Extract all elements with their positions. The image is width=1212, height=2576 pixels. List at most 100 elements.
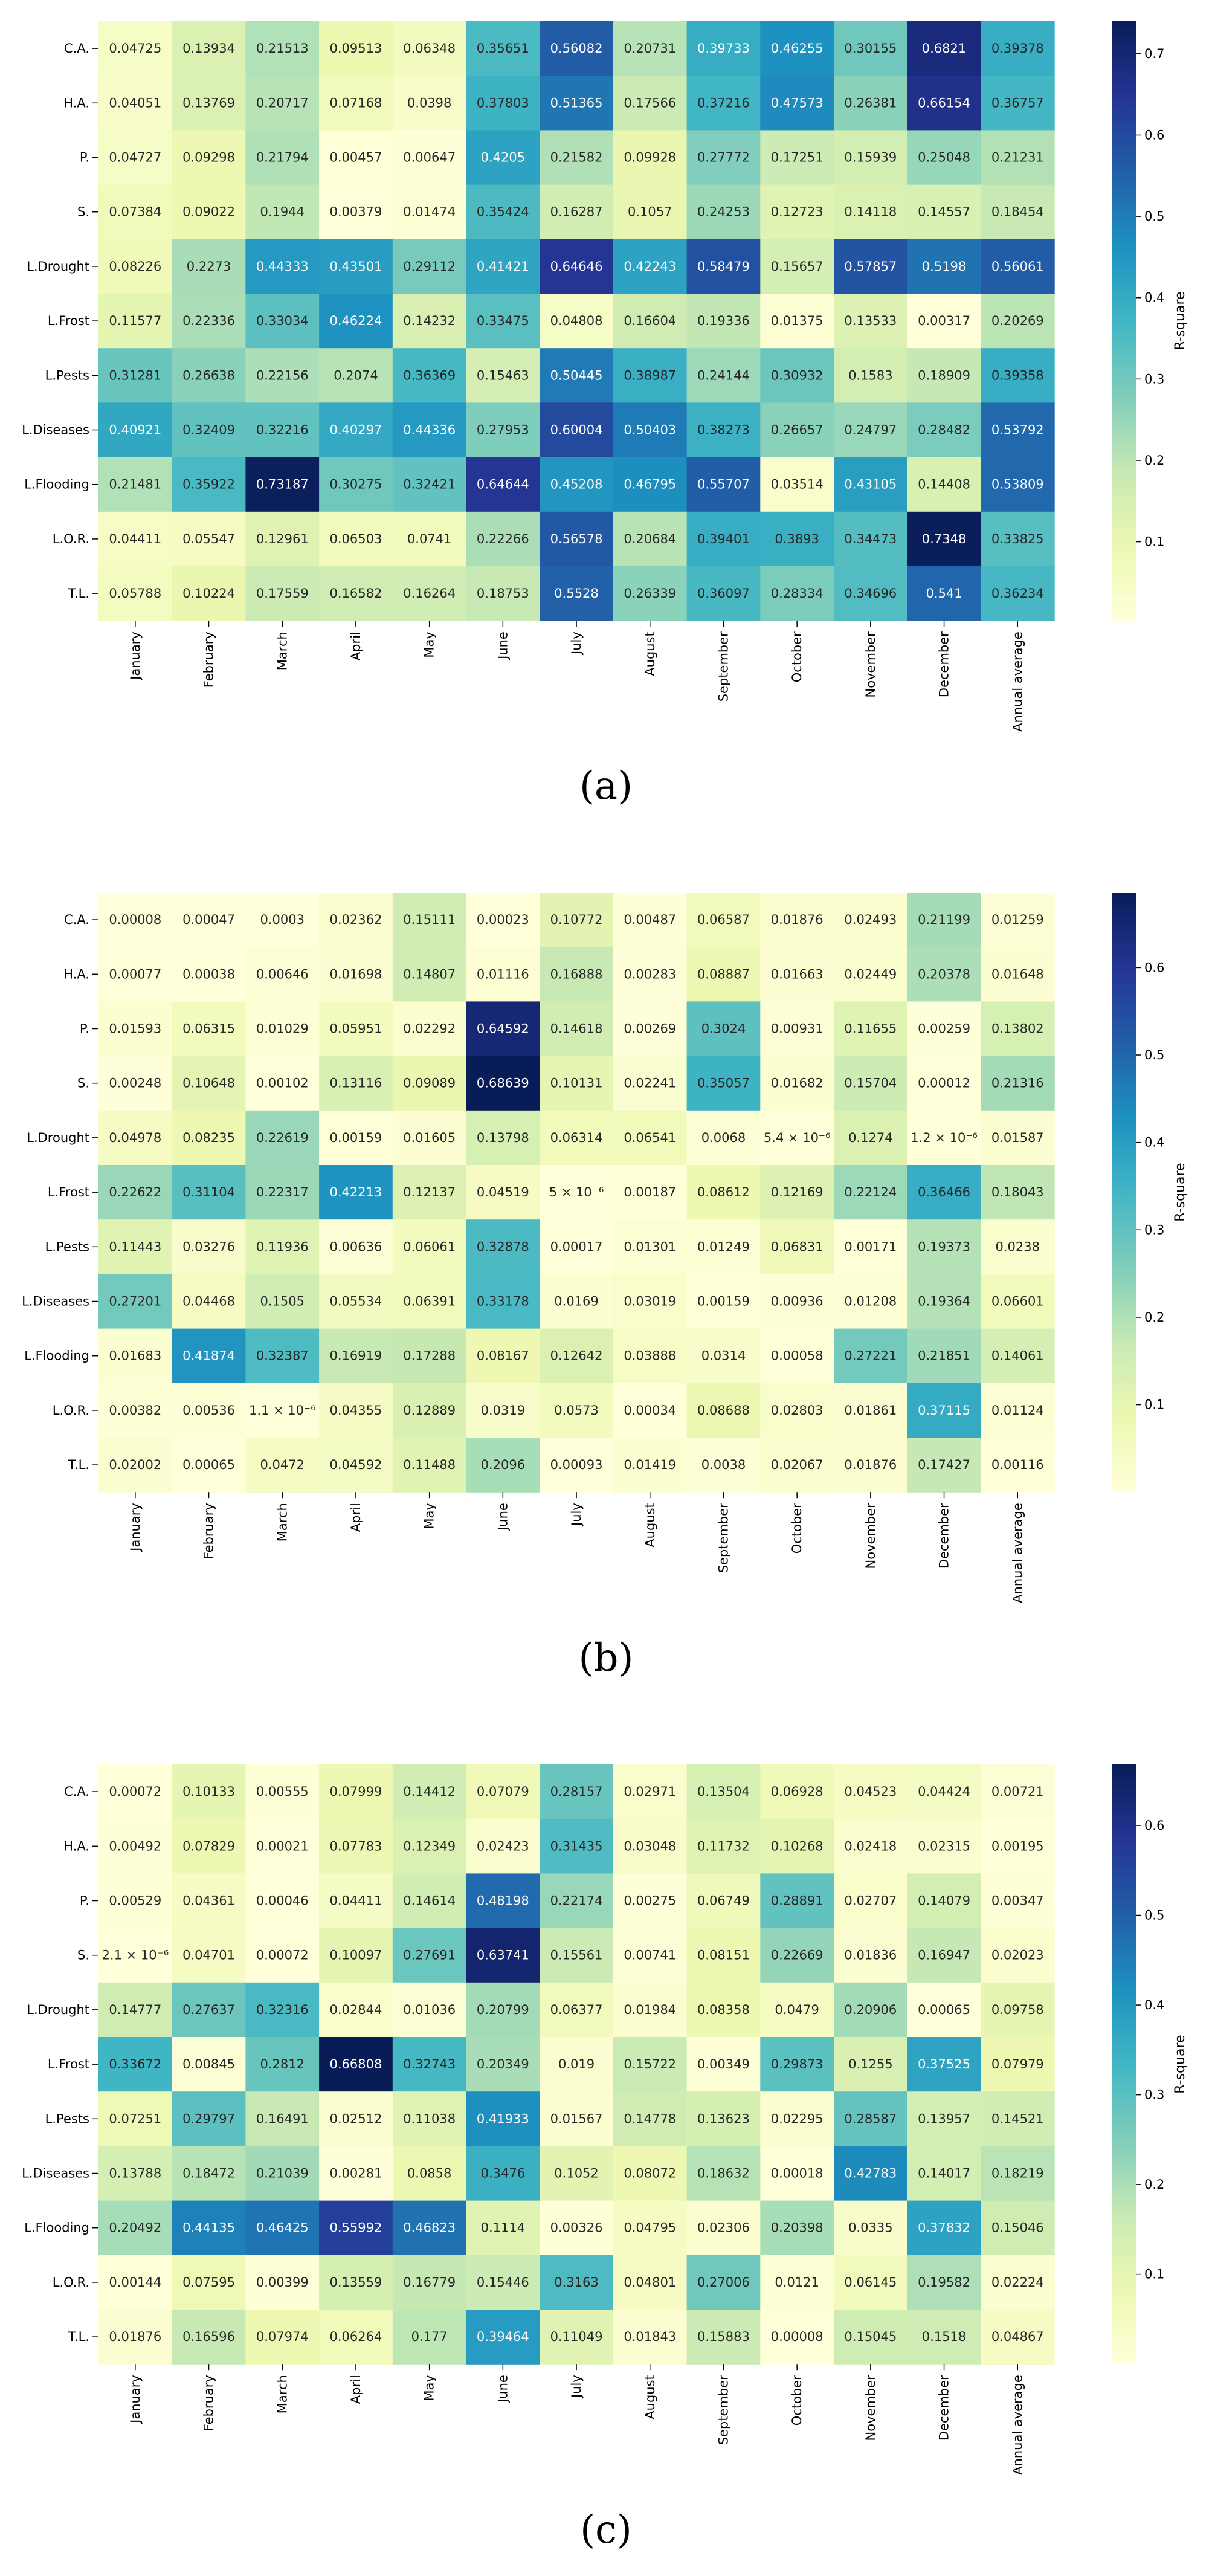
cell-value-label: 0.00159 [330,1131,382,1145]
cell-value-label: 0.21199 [918,912,970,927]
cell-value-label: 0.04795 [624,2221,676,2235]
cell-value-label: 0.06315 [182,1022,235,1036]
cell-value-label: 0.09022 [182,205,235,219]
cell-value-label: 0.00072 [109,1784,161,1799]
cell-value-label: 0.06541 [624,1131,676,1145]
heatmap-cell [760,1438,834,1493]
heatmap-cell [540,1165,614,1220]
y-tick-label: T.L. [68,1457,89,1472]
heatmap-cell [907,2091,981,2146]
cell-value-label: 0.04801 [624,2275,676,2290]
cell-value-label: 0.03019 [624,1294,676,1309]
cell-value-label: 0.26638 [182,368,235,383]
x-tick-label: September [716,631,730,702]
y-tick-label: L.Drought [27,2003,89,2017]
cell-value-label: 0.36757 [991,95,1044,110]
colorbar-tick-label: 0.7 [1144,47,1164,61]
heatmap-cell [98,511,173,567]
heatmap-cell [98,2310,173,2365]
heatmap-cell [319,1219,393,1274]
cell-value-label: 0.21794 [256,150,309,165]
heatmap-cell [172,1383,246,1438]
heatmap-cell [760,1383,834,1438]
cell-value-label: 0.32421 [403,477,456,492]
cell-value-label: 0.15657 [771,259,824,274]
heatmap-cell [686,1819,761,1874]
cell-value-label: 0.20378 [918,967,970,981]
heatmap-cell [686,1764,761,1819]
heatmap-cell [98,239,173,294]
heatmap-cell [466,1982,540,2038]
heatmap-cell [760,348,834,403]
cell-value-label: 5.4 × 10⁻⁶ [764,1131,831,1145]
cell-value-label: 0.01683 [109,1349,161,1363]
cell-value-label: 0.15463 [477,368,529,383]
heatmap-cell [98,348,173,403]
cell-value-label: 0.18472 [182,2166,235,2181]
heatmap-cell [760,511,834,567]
heatmap-cell [540,2146,614,2201]
cell-value-label: 0.13957 [918,2111,970,2126]
heatmap-cell [245,1274,320,1329]
cell-value-label: 0.17427 [918,1457,970,1472]
x-tick-label: April [349,631,363,660]
heatmap-cell [834,2091,908,2146]
cell-value-label: 0.18632 [697,2166,750,2181]
heatmap-cell [981,1383,1055,1438]
cell-value-label: 0.13623 [697,2111,750,2126]
y-tick-label: L.Frost [48,314,89,328]
heatmap-cell [319,1819,393,1874]
heatmap-cell [540,184,614,240]
cell-value-label: 0.11038 [403,2111,456,2126]
heatmap-cell [172,130,246,186]
heatmap-cell [172,348,246,403]
x-tick-label: October [790,2375,804,2426]
heatmap-cell [834,21,908,76]
cell-value-label: 0.00116 [991,1457,1044,1472]
cell-value-label: 0.15045 [844,2329,897,2344]
cell-value-label: 0.00326 [550,2221,603,2235]
heatmap-cell [760,1764,834,1819]
heatmap-cell [834,1928,908,1983]
cell-value-label: 0.20717 [256,95,309,110]
cell-value-label: 0.34696 [844,586,897,601]
heatmap-cell [760,2310,834,2365]
cell-value-label: 0.02493 [844,912,897,927]
cell-value-label: 0.16287 [550,205,603,219]
cell-value-label: 0.0858 [407,2166,451,2181]
heatmap-cell [686,2091,761,2146]
cell-value-label: 0.18753 [477,586,529,601]
heatmap-cell [540,1819,614,1874]
cell-value-label: 0.13802 [991,1022,1044,1036]
heatmap-cell [540,511,614,567]
heatmap-cell [540,457,614,512]
cell-value-label: 0.00347 [991,1894,1044,1908]
heatmap-cell [613,1328,688,1384]
cell-value-label: 0.55707 [697,477,750,492]
cell-value-label: 0.1944 [260,205,305,219]
heatmap-cell [98,1328,173,1384]
heatmap-cell [834,1982,908,2038]
heatmap-cell [98,947,173,1002]
cell-value-label: 0.16604 [624,314,676,328]
heatmap-cell [540,1873,614,1929]
cell-value-label: 0.12137 [403,1185,456,1199]
cell-value-label: 0.0335 [848,2221,892,2235]
cell-value-label: 0.00269 [624,1022,676,1036]
cell-value-label: 0.28157 [550,1784,603,1799]
cell-value-label: 0.28587 [844,2111,897,2126]
cell-value-label: 0.27953 [477,423,529,437]
heatmap-cell [245,76,320,131]
cell-value-label: 0.04468 [182,1294,235,1309]
cell-value-label: 0.32409 [182,423,235,437]
heatmap-cell [686,2255,761,2310]
heatmap-cell [245,893,320,947]
cell-value-label: 0.56061 [991,259,1044,274]
heatmap-cell [760,566,834,621]
cell-value-label: 0.36466 [918,1185,970,1199]
y-tick-label: P. [80,150,89,165]
y-tick-label: T.L. [68,2329,89,2344]
y-tick-label: H.A. [63,1839,89,1853]
cell-value-label: 0.37525 [918,2057,970,2071]
